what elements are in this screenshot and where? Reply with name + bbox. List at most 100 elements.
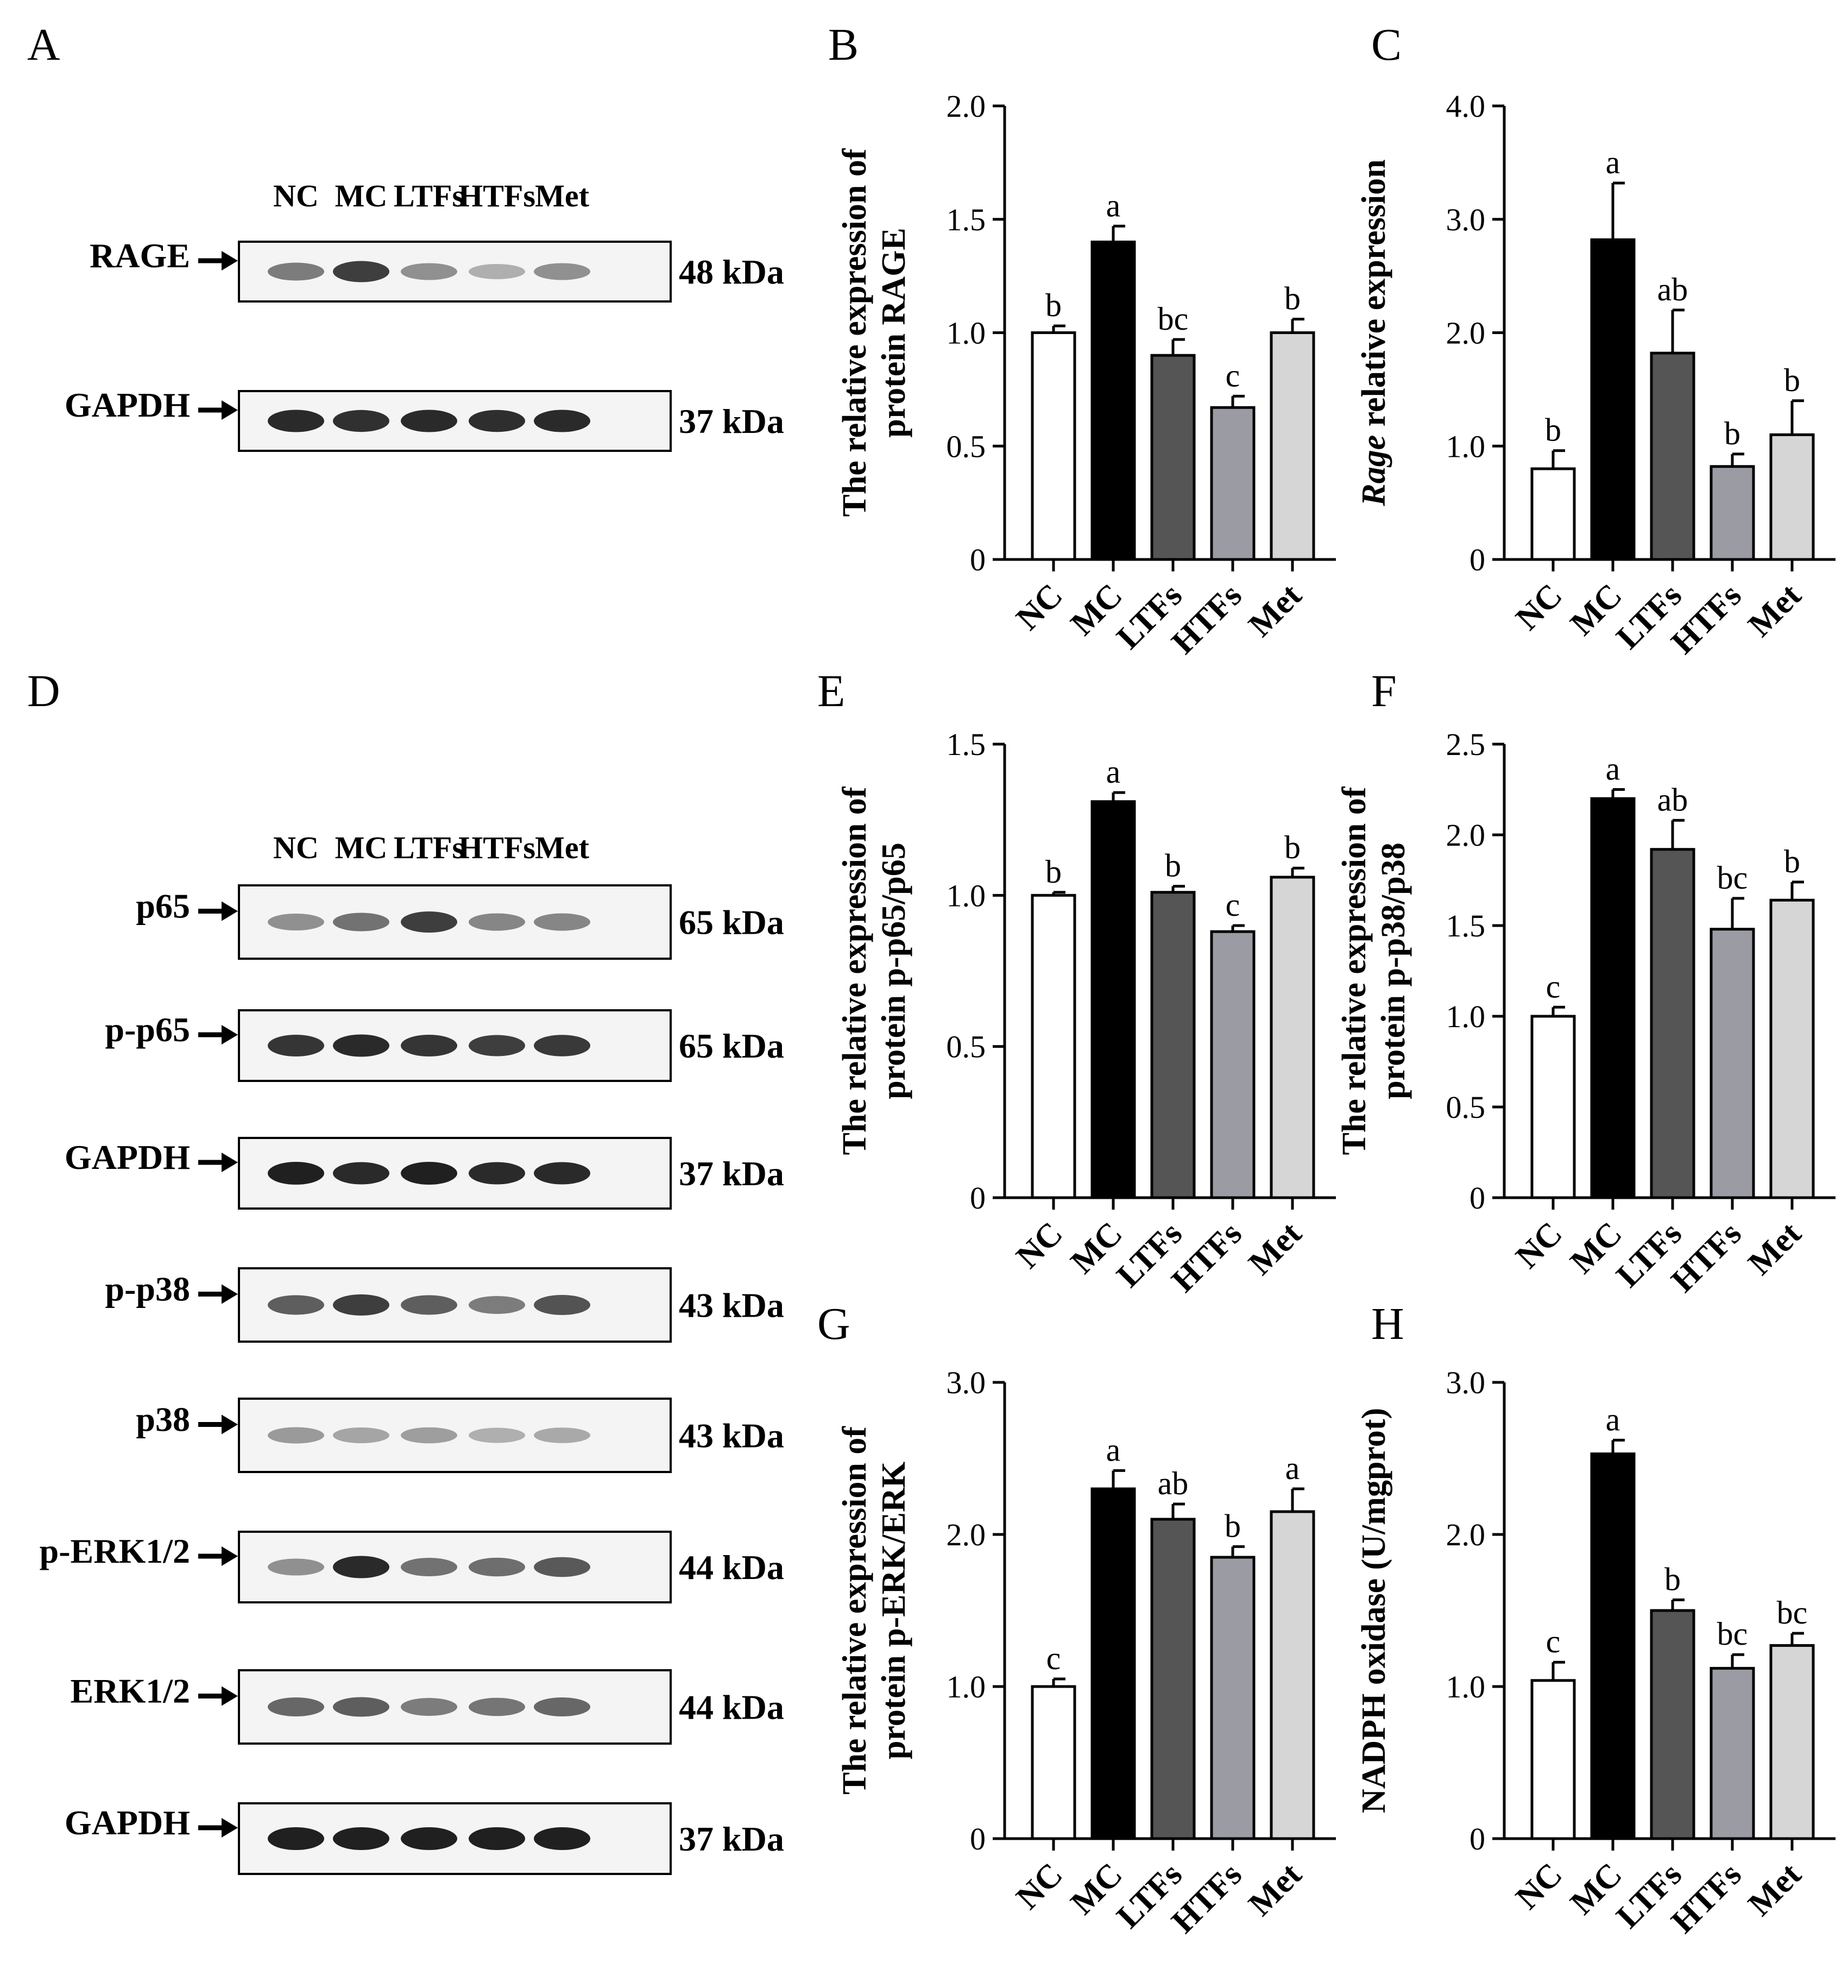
panel-letter: G <box>817 1299 850 1349</box>
bar-nc <box>1530 467 1576 561</box>
significance-letter: a <box>1285 1450 1300 1486</box>
protein-label: GAPDH <box>65 1803 190 1842</box>
y-axis-label-italic: Rage <box>1355 435 1392 507</box>
blot-band <box>401 911 457 933</box>
category-label: Met <box>1741 1215 1808 1282</box>
blot-row: GAPDH 37 kDa <box>65 386 784 452</box>
y-axis-label: The relative expression of <box>836 786 873 1155</box>
blot-band <box>469 1697 525 1716</box>
panel-letter: F <box>1371 666 1397 716</box>
blot-band <box>534 410 590 432</box>
y-tick-label: 1.0 <box>1446 1669 1486 1704</box>
y-tick-label: 0.5 <box>947 429 986 464</box>
blot-band <box>268 1697 324 1716</box>
protein-label: p-ERK1/2 <box>40 1532 190 1570</box>
significance-letter: b <box>1225 1508 1241 1544</box>
y-tick-label: 4.0 <box>1446 89 1486 124</box>
blot-band <box>268 1558 324 1576</box>
blot-band <box>534 1162 590 1185</box>
protein-label: p-p65 <box>105 1010 191 1049</box>
blot-band <box>333 1827 389 1850</box>
blot-band <box>333 261 389 282</box>
y-tick-label: 1.5 <box>947 727 986 762</box>
significance-letter: b <box>1045 287 1062 323</box>
chart-panel-E: E 0 0.5 1.0 1.5 The relative expression of pro… <box>817 666 1336 1299</box>
blot-band <box>469 410 525 432</box>
blot-band <box>469 1557 525 1577</box>
y-tick-label: 1.0 <box>947 1669 986 1704</box>
protein-label: GAPDH <box>65 386 190 424</box>
significance-letter: bc <box>1158 301 1189 337</box>
blot-band <box>268 1827 324 1850</box>
bar-htfs <box>1710 465 1755 561</box>
lane-label: MC <box>335 830 388 865</box>
y-tick-label: 2.0 <box>947 89 986 124</box>
blot-band <box>534 263 590 280</box>
significance-letter: b <box>1724 416 1740 451</box>
lane-label: LTFs <box>394 178 464 213</box>
blot-band <box>268 1427 324 1444</box>
significance-letter: a <box>1606 1401 1620 1437</box>
significance-letter: c <box>1546 968 1561 1004</box>
protein-label: p65 <box>136 887 190 926</box>
blot-band <box>534 1697 590 1716</box>
significance-letter: c <box>1226 357 1240 393</box>
lane-label: MC <box>335 178 388 213</box>
chart-panel-B: B 0 0.5 1.0 1.5 2.0 The relative expression of… <box>828 20 1336 661</box>
bar-ltfs <box>1650 1609 1695 1840</box>
bar-charts: B 0 0.5 1.0 1.5 2.0 The relative expression of… <box>817 20 1836 1940</box>
category-label: Met <box>1241 577 1309 644</box>
significance-letter: a <box>1106 754 1121 790</box>
blot-row: ERK1/2 44 kDa <box>71 1669 784 1745</box>
panel-letter: D <box>27 666 60 716</box>
category-label: HTFs <box>1165 577 1249 661</box>
chart-panel-G: G 0 1.0 2.0 3.0 The relative expression of pro… <box>817 1299 1336 1940</box>
arrow-head-icon <box>222 1153 238 1172</box>
kda-label: 44 kDa <box>679 1548 784 1587</box>
lane-label: LTFs <box>394 830 464 865</box>
blot-band <box>401 1427 457 1444</box>
bar-met <box>1270 331 1315 561</box>
lane-label: HTFs <box>458 830 535 865</box>
significance-letter: a <box>1606 751 1620 787</box>
blot-band <box>268 914 324 930</box>
category-label: Met <box>1241 1856 1309 1923</box>
bar-htfs <box>1210 406 1256 561</box>
y-axis-label: Rage relative expression <box>1355 159 1392 506</box>
blot-band <box>401 1698 457 1716</box>
blot-band <box>469 1035 525 1056</box>
bar-mc <box>1590 797 1636 1199</box>
protein-label: p-p38 <box>105 1270 191 1308</box>
panel-letter: A <box>27 20 60 70</box>
y-tick-label: 0 <box>970 542 986 577</box>
kda-label: 43 kDa <box>679 1286 784 1325</box>
y-tick-label: 2.0 <box>1446 1517 1486 1552</box>
kda-label: 65 kDa <box>679 903 784 942</box>
bar-mc <box>1090 1487 1136 1840</box>
blot-band <box>401 1827 457 1850</box>
blot-band <box>534 1427 590 1443</box>
arrow-head-icon <box>222 1546 238 1566</box>
blot-band <box>333 913 389 932</box>
panel-letter: E <box>817 666 845 716</box>
blot-band <box>469 1827 525 1850</box>
protein-label: RAGE <box>90 236 190 275</box>
bar-nc <box>1031 331 1076 561</box>
blot-band <box>268 1295 324 1315</box>
bar-nc <box>1530 1015 1576 1199</box>
lane-label: NC <box>273 178 319 213</box>
significance-letter: b <box>1045 854 1062 890</box>
category-label: NC <box>1009 1856 1069 1916</box>
category-label: HTFs <box>1664 1215 1749 1299</box>
bar-mc <box>1590 1452 1636 1840</box>
blot-band <box>469 1427 525 1443</box>
category-label: Met <box>1741 577 1808 644</box>
y-axis-label: protein p-ERK/ERK <box>875 1462 912 1759</box>
significance-letter: c <box>1046 1640 1061 1676</box>
y-tick-label: 2.0 <box>1446 817 1486 853</box>
y-tick-label: 0 <box>1469 542 1485 577</box>
bar-htfs <box>1710 1666 1755 1840</box>
category-label: HTFs <box>1165 1215 1249 1299</box>
blot-band <box>534 1827 590 1850</box>
